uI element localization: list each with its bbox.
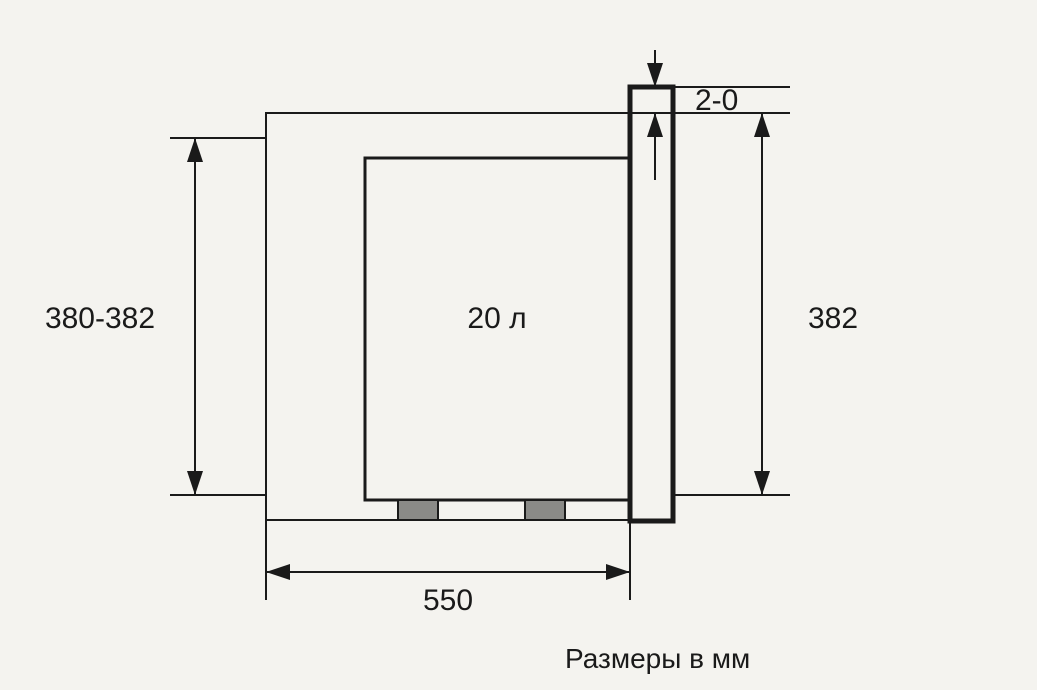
side-panel xyxy=(630,87,673,521)
dim-right-label: 382 xyxy=(808,302,858,335)
arrowhead xyxy=(187,138,203,162)
dim-gap-label: 2-0 xyxy=(695,84,738,117)
foot-right xyxy=(525,500,565,520)
arrowhead xyxy=(647,63,663,87)
dim-width-label: 550 xyxy=(423,584,473,617)
caption: Размеры в мм xyxy=(565,643,750,674)
volume-label: 20 л xyxy=(467,302,526,335)
dimension-drawing: 20 л 380-382 382 2-0 550 Размеры в мм xyxy=(0,0,1037,690)
dim-left-label: 380-382 xyxy=(45,302,155,335)
arrowhead xyxy=(647,113,663,137)
arrowhead xyxy=(606,564,630,580)
arrowhead xyxy=(754,113,770,137)
arrowhead xyxy=(266,564,290,580)
arrowhead xyxy=(187,471,203,495)
foot-left xyxy=(398,500,438,520)
arrowhead xyxy=(754,471,770,495)
